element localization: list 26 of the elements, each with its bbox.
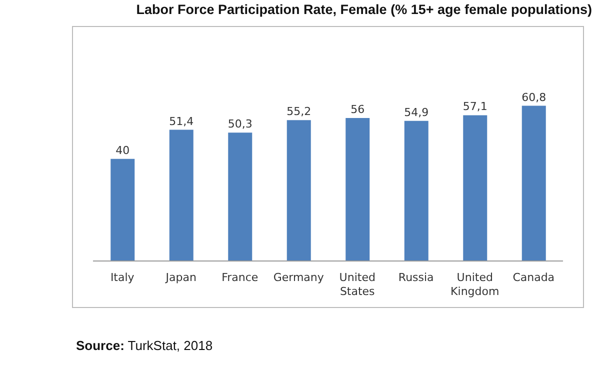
x-tick-label: France [222, 271, 258, 284]
data-label: 55,2 [286, 105, 312, 118]
bar [463, 115, 488, 261]
x-tick-label: United Kingdom [450, 271, 500, 298]
bar [286, 120, 311, 261]
x-tick-label: Germany [273, 271, 324, 284]
data-label: 50,3 [228, 118, 252, 131]
x-tick-label: Japan [164, 271, 196, 284]
source-note: Source: TurkStat, 2018 [76, 338, 213, 353]
bar [404, 120, 428, 261]
data-label: 56 [350, 103, 365, 116]
chart-title: Labor Force Participation Rate, Female (% 15+ age female populations) [135, 2, 592, 17]
bar [346, 118, 370, 261]
bar [110, 158, 135, 261]
x-tick-label: Canada [512, 271, 555, 284]
bar [522, 106, 546, 261]
data-label: 57,1 [462, 100, 488, 114]
bar [228, 132, 252, 261]
data-label: 54,9 [404, 106, 429, 119]
x-tick-label: Italy [110, 271, 135, 284]
x-tick-label: United States [339, 271, 376, 298]
x-tick-label: Russia [398, 271, 434, 284]
data-label: 51,4 [169, 114, 194, 128]
data-label: 40 [116, 144, 130, 157]
data-label: 60,8 [522, 90, 546, 104]
bar [169, 130, 194, 261]
